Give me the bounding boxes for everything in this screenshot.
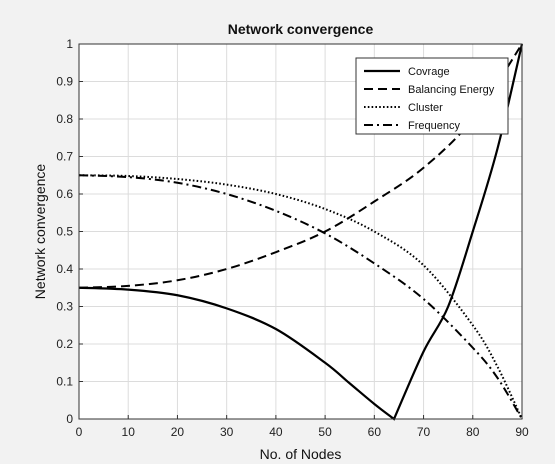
x-tick-label: 50 bbox=[318, 425, 332, 439]
x-tick-label: 40 bbox=[269, 425, 283, 439]
legend-label: Cluster bbox=[408, 102, 443, 114]
x-tick-label: 20 bbox=[171, 425, 185, 439]
y-axis-title: Network convergence bbox=[32, 164, 48, 300]
x-tick-label: 0 bbox=[76, 425, 83, 439]
legend-box bbox=[355, 57, 509, 135]
axis-ticks: 0 10 20 30 40 50 60 70 80 90 0 0.1 0.2 0.3 0.4 0.5 0.6 0.… bbox=[56, 37, 529, 439]
x-tick-label: 90 bbox=[515, 425, 529, 439]
y-tick-label: 0.2 bbox=[56, 337, 73, 351]
x-axis-title: No. of Nodes bbox=[260, 446, 342, 462]
legend-label: Balancing Energy bbox=[408, 84, 495, 96]
legend-label: Covrage bbox=[408, 66, 450, 78]
y-tick-label: 0.3 bbox=[56, 300, 73, 314]
y-tick-label: 0.1 bbox=[56, 375, 73, 389]
y-tick-label: 0.6 bbox=[56, 187, 73, 201]
y-tick-label: 0.9 bbox=[56, 75, 73, 89]
x-tick-label: 80 bbox=[466, 425, 480, 439]
legend-label: Frequency bbox=[408, 120, 460, 132]
series-line-covrage bbox=[79, 43, 524, 421]
series-lines bbox=[79, 43, 524, 421]
x-tick-label: 70 bbox=[417, 425, 431, 439]
x-tick-label: 60 bbox=[368, 425, 382, 439]
chart-title: Network convergence bbox=[228, 21, 374, 37]
y-tick-label: 0.4 bbox=[56, 262, 73, 276]
y-tick-label: 0.7 bbox=[56, 150, 73, 164]
series-line-frequency bbox=[79, 174, 523, 420]
y-tick-label: 0.5 bbox=[56, 225, 73, 239]
series-line-balancing-energy bbox=[79, 43, 523, 289]
y-tick-label: 0 bbox=[66, 412, 73, 426]
legend: Covrage Balancing Energy Cluster Frequency bbox=[355, 57, 509, 135]
y-tick-label: 0.8 bbox=[56, 112, 73, 126]
y-tick-label: 1 bbox=[66, 37, 73, 51]
x-tick-label: 10 bbox=[122, 425, 136, 439]
series-line-cluster bbox=[79, 174, 523, 420]
x-tick-label: 30 bbox=[220, 425, 234, 439]
